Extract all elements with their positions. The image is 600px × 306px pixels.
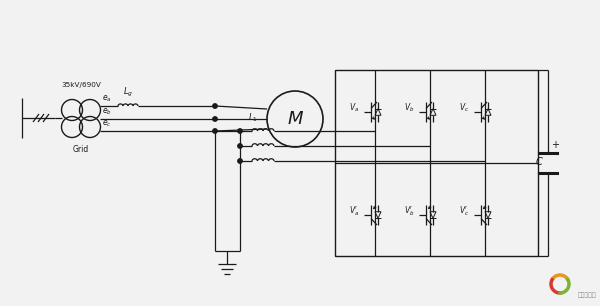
Text: $e_b$: $e_b$ <box>102 106 112 117</box>
Circle shape <box>238 144 242 148</box>
Text: $L_g$: $L_g$ <box>123 86 133 99</box>
Text: $e_a$: $e_a$ <box>102 94 112 104</box>
Circle shape <box>213 129 217 133</box>
Circle shape <box>213 104 217 108</box>
Circle shape <box>238 129 242 133</box>
Circle shape <box>238 159 242 163</box>
Text: $e_c$: $e_c$ <box>102 118 112 129</box>
Text: 35kV/690V: 35kV/690V <box>61 82 101 88</box>
Text: $V_c'$: $V_c'$ <box>459 204 469 218</box>
Text: 国际能源网: 国际能源网 <box>577 293 596 298</box>
Text: $V_c$: $V_c$ <box>459 102 469 114</box>
Text: $C$: $C$ <box>535 155 544 167</box>
Circle shape <box>213 117 217 121</box>
Text: M: M <box>287 110 303 128</box>
Text: Grid: Grid <box>73 145 89 154</box>
Text: $L_1$: $L_1$ <box>248 111 258 124</box>
Text: $V_a$: $V_a$ <box>349 102 359 114</box>
Text: +: + <box>551 140 559 150</box>
Text: $V_a'$: $V_a'$ <box>349 204 359 218</box>
Text: $V_b$: $V_b$ <box>404 102 414 114</box>
Text: $V_b'$: $V_b'$ <box>404 204 414 218</box>
Bar <box>335 70 538 256</box>
